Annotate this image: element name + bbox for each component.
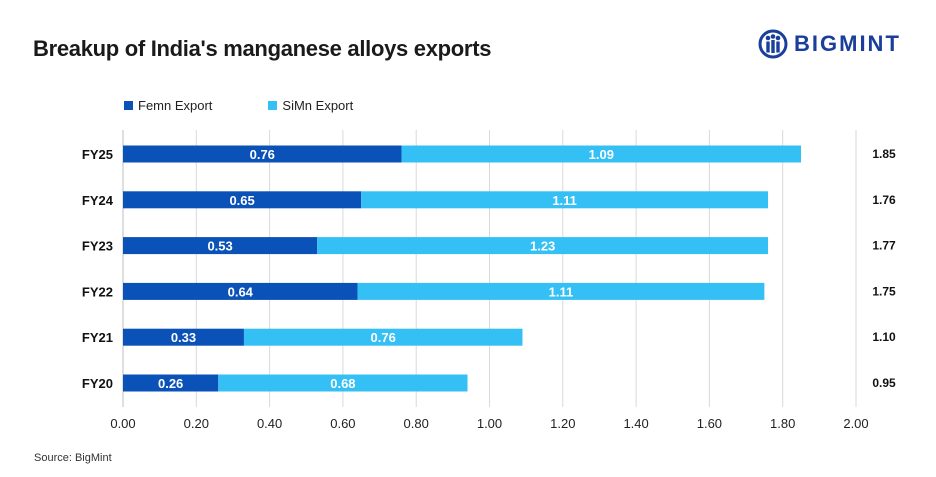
data-label-femn: 0.65 — [229, 193, 254, 208]
legend-swatch-femn — [124, 101, 133, 110]
bar-femn — [123, 237, 318, 255]
bar-femn — [123, 282, 358, 300]
data-label-femn: 0.76 — [250, 147, 275, 162]
total-label: 0.95 — [872, 376, 896, 390]
legend-label-femn: Femn Export — [138, 98, 213, 113]
bar-femn — [123, 191, 362, 209]
bar-simn — [317, 237, 769, 255]
bar-femn — [123, 374, 219, 392]
x-tick-label: 1.80 — [770, 416, 795, 431]
bar-simn — [361, 191, 769, 209]
chart-title: Breakup of India's manganese alloys expo… — [33, 36, 492, 61]
bar-simn — [401, 145, 802, 163]
category-label: FY25 — [82, 147, 113, 162]
bigmint-logo-icon — [758, 29, 788, 59]
total-label: 1.76 — [872, 193, 896, 207]
data-label-simn: 1.11 — [549, 284, 574, 299]
total-label: 1.85 — [872, 147, 896, 161]
x-tick-label: 0.60 — [330, 416, 355, 431]
x-tick-label: 0.20 — [184, 416, 209, 431]
bigmint-logo-text: BIGMINT — [794, 31, 901, 56]
legend-item-femn: Femn Export — [124, 98, 212, 113]
category-label: FY24 — [82, 193, 114, 208]
total-label: 1.10 — [872, 330, 896, 344]
data-label-simn: 1.11 — [552, 193, 577, 208]
category-label: FY21 — [82, 330, 113, 345]
x-tick-label: 1.60 — [697, 416, 722, 431]
category-label: FY23 — [82, 239, 113, 254]
source-note: Source: BigMint — [34, 452, 112, 464]
legend-item-simn: SiMn Export — [268, 98, 353, 113]
bar-simn — [218, 374, 468, 392]
legend: Femn Export SiMn Export — [124, 98, 353, 113]
bar-simn — [243, 328, 523, 346]
total-label: 1.77 — [872, 239, 896, 253]
data-label-simn: 1.23 — [530, 239, 555, 254]
legend-label-simn: SiMn Export — [282, 98, 354, 113]
bigmint-logo: BIGMINT — [758, 29, 901, 59]
data-label-femn: 0.64 — [228, 284, 254, 299]
x-tick-label: 1.00 — [477, 416, 502, 431]
legend-swatch-simn — [268, 101, 278, 110]
x-tick-label: 2.00 — [843, 416, 868, 431]
x-tick-label: 1.20 — [550, 416, 575, 431]
data-label-simn: 0.68 — [330, 376, 355, 391]
bar-simn — [357, 282, 765, 300]
data-label-femn: 0.26 — [158, 376, 183, 391]
bar-femn — [123, 145, 402, 163]
category-label: FY20 — [82, 376, 113, 391]
x-tick-label: 0.00 — [110, 416, 135, 431]
category-label: FY22 — [82, 284, 113, 299]
data-label-femn: 0.33 — [171, 330, 196, 345]
bar-femn — [123, 328, 244, 346]
data-label-simn: 0.76 — [371, 330, 396, 345]
data-label-simn: 1.09 — [589, 147, 614, 162]
x-tick-label: 0.40 — [257, 416, 282, 431]
x-tick-label: 1.40 — [623, 416, 648, 431]
data-label-femn: 0.53 — [207, 239, 232, 254]
total-label: 1.75 — [872, 284, 896, 298]
x-tick-label: 0.80 — [404, 416, 429, 431]
